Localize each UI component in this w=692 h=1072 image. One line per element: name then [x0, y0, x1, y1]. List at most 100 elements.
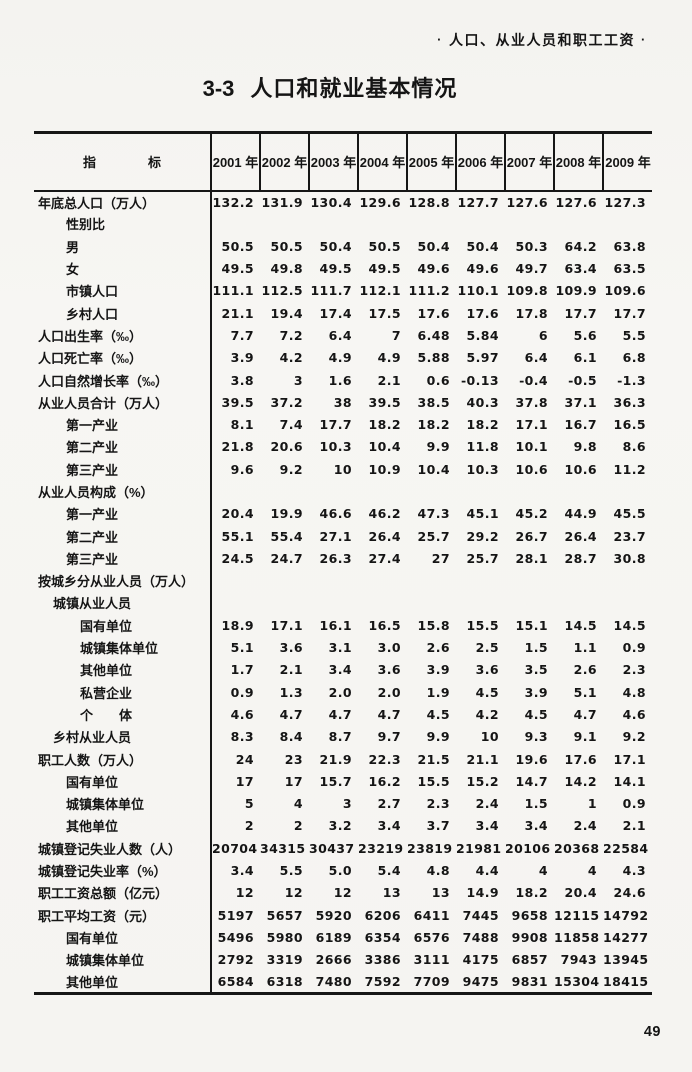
value-cell: 0.9 — [622, 796, 646, 812]
table-row: 职工平均工资（元） 5197 5657 5920 6206 6411 7445 9658 121… — [34, 904, 652, 927]
value-cell: 18.2 — [466, 417, 499, 433]
value-cell: 49.5 — [221, 261, 254, 277]
value-cell: 22584 — [603, 840, 649, 856]
table-row: 城镇从业人员 — [34, 591, 652, 615]
value-cell: 40.3 — [466, 394, 499, 410]
value-cell: -0.4 — [519, 372, 548, 388]
value-cell: 5.97 — [466, 350, 499, 366]
value-cell: 3.8 — [230, 372, 254, 388]
table-row: 男 50.5 50.5 50.4 50.5 50.4 50.4 50.3 64.2 63.8 — [34, 235, 652, 258]
value-cell — [358, 592, 407, 614]
value-cell: 28.1 — [515, 550, 548, 566]
row-label: 其他单位 — [34, 658, 212, 682]
value-cell: 20.4 — [564, 885, 597, 901]
value-cell: 15.2 — [466, 773, 499, 789]
row-label: 私营企业 — [34, 681, 212, 704]
value-cell: 6.1 — [573, 350, 597, 366]
value-cell: 4.2 — [475, 706, 499, 722]
value-cell — [554, 480, 603, 502]
value-cell: 16.2 — [368, 773, 401, 789]
value-cell: 19.9 — [270, 506, 303, 522]
value-cell: 17.7 — [319, 417, 352, 433]
value-cell: 2.6 — [573, 662, 597, 678]
value-cell: 9.1 — [573, 729, 597, 745]
value-cell: 49.6 — [417, 261, 450, 277]
value-cell — [407, 480, 456, 502]
value-cell: 4175 — [462, 952, 499, 968]
row-label: 其他单位 — [34, 970, 212, 994]
value-cell: 63.4 — [564, 261, 597, 277]
value-cell: 28.7 — [564, 550, 597, 566]
value-cell — [505, 592, 554, 614]
value-cell: 26.4 — [368, 528, 401, 544]
table-row: 人口死亡率（‰） 3.9 4.2 4.9 4.9 5.88 5.97 6.4 6.1 6.8 — [34, 346, 652, 369]
value-cell — [603, 480, 652, 502]
value-cell — [554, 570, 603, 592]
value-cell: 7 — [391, 327, 401, 343]
row-label: 人口出生率（‰） — [34, 324, 212, 347]
value-cell: 3.5 — [524, 662, 548, 678]
value-cell: 10.1 — [515, 439, 548, 455]
value-cell: 18.2 — [417, 417, 450, 433]
value-cell: 5.5 — [279, 863, 303, 879]
value-cell: 5496 — [217, 929, 254, 945]
value-cell: 17.5 — [368, 305, 401, 321]
value-cell: 4.7 — [377, 706, 401, 722]
value-cell: 27 — [431, 550, 450, 566]
value-cell: 4.9 — [328, 350, 352, 366]
year-column-header: 2009 年 — [602, 132, 652, 192]
value-cell: 29.2 — [466, 528, 499, 544]
value-cell: 4 — [293, 796, 303, 812]
value-cell — [505, 213, 554, 235]
value-cell: 25.7 — [466, 550, 499, 566]
value-cell: -0.5 — [568, 372, 597, 388]
value-cell: 38 — [333, 394, 352, 410]
value-cell: 3.9 — [426, 662, 450, 678]
value-cell: 8.7 — [328, 729, 352, 745]
year-column-header: 2004 年 — [357, 132, 407, 192]
value-cell: 14.1 — [613, 773, 646, 789]
value-cell: 4.3 — [622, 863, 646, 879]
value-cell: 3319 — [266, 952, 303, 968]
table-header-row: 指 标 2001 年 2002 年 2003 年 2004 年 2005 年 2… — [34, 132, 652, 192]
value-cell: 15.5 — [417, 773, 450, 789]
value-cell: 2.6 — [426, 640, 450, 656]
value-cell: 50.4 — [319, 238, 352, 254]
value-cell: 11.8 — [466, 439, 499, 455]
value-cell: 127.6 — [555, 194, 597, 210]
value-cell: 2.5 — [475, 640, 499, 656]
value-cell: 49.7 — [515, 261, 548, 277]
row-label: 女 — [34, 257, 212, 280]
row-label: 城镇登记失业人数（人） — [34, 837, 212, 860]
value-cell: 3.9 — [230, 350, 254, 366]
value-cell: 36.3 — [613, 394, 646, 410]
value-cell: 10 — [480, 729, 499, 745]
page-number: 49 — [643, 1024, 661, 1040]
value-cell: 38.5 — [417, 394, 450, 410]
value-cell: 23 — [284, 751, 303, 767]
value-cell: 1.3 — [279, 684, 303, 700]
value-cell: 7445 — [462, 907, 499, 923]
value-cell: 22.3 — [368, 751, 401, 767]
value-cell: 26.3 — [319, 550, 352, 566]
table-row: 年底总人口（万人） 132.2 131.9 130.4 129.6 128.8 127.7 1… — [34, 190, 652, 213]
table-row: 性别比 — [34, 212, 652, 236]
value-cell: 18.2 — [368, 417, 401, 433]
value-cell: 109.8 — [506, 283, 548, 299]
value-cell: 5.1 — [573, 684, 597, 700]
value-cell: 12 — [284, 885, 303, 901]
value-cell: 5920 — [315, 907, 352, 923]
value-cell: 4.5 — [426, 706, 450, 722]
value-cell: 3.4 — [524, 818, 548, 834]
value-cell: 50.4 — [466, 238, 499, 254]
value-cell: 50.5 — [221, 238, 254, 254]
value-cell: 37.1 — [564, 394, 597, 410]
table-row: 城镇登记失业人数（人） 20704 34315 30437 23219 23819 2198… — [34, 837, 652, 860]
value-cell: 10.6 — [515, 461, 548, 477]
value-cell: 26.7 — [515, 528, 548, 544]
value-cell: 18.9 — [221, 617, 254, 633]
value-cell: 5.0 — [328, 863, 352, 879]
value-cell: 3.6 — [279, 640, 303, 656]
row-label: 第三产业 — [34, 458, 212, 481]
value-cell: 24.5 — [221, 550, 254, 566]
